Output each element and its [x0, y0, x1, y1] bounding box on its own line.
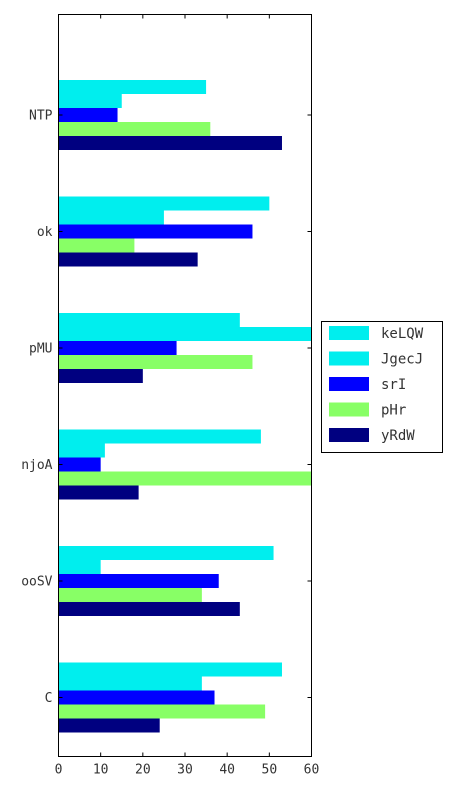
bar-yRdW-C	[58, 718, 160, 733]
bar-pHr-pMU	[58, 355, 253, 369]
y-tick-label: pMU	[29, 342, 52, 357]
bar-srI-ooSV	[58, 574, 219, 588]
bar-pHr-ok	[58, 238, 135, 253]
x-tick-label: 10	[93, 763, 109, 778]
bar-yRdW-NTP	[58, 136, 282, 150]
bar-keLQW-pMU	[58, 313, 240, 327]
y-tick-label: ok	[37, 225, 53, 240]
ticks-layer	[58, 14, 312, 757]
bar-srI-ok	[58, 224, 253, 239]
bar-JgecJ-pMU	[58, 327, 312, 341]
x-tick-label: 30	[177, 763, 193, 778]
legend-label-JgecJ: JgecJ	[381, 352, 423, 368]
x-tick-label: 60	[304, 763, 320, 778]
bar-pHr-C	[58, 704, 266, 719]
bar-srI-pMU	[58, 341, 177, 355]
tick-labels-layer: NTP ok pMU njoA ooSV C 0 10 20 30 40 50 60	[21, 109, 319, 778]
y-tick-label: ooSV	[21, 575, 52, 590]
bar-keLQW-ok	[58, 196, 270, 211]
bar-yRdW-njoA	[58, 485, 139, 500]
bar-JgecJ-C	[58, 676, 202, 691]
legend-label-srI: srI	[381, 377, 406, 393]
x-tick-label: 50	[262, 763, 278, 778]
bar-srI-njoA	[58, 457, 101, 472]
bar-yRdW-ooSV	[58, 602, 240, 616]
y-tick-label: NTP	[29, 109, 53, 124]
bar-keLQW-NTP	[58, 80, 207, 94]
bars-layer	[58, 80, 312, 733]
x-tick-label: 20	[135, 763, 151, 778]
bar-yRdW-ok	[58, 252, 198, 267]
bar-keLQW-ooSV	[58, 546, 274, 560]
bar-keLQW-njoA	[58, 429, 261, 444]
legend-swatch-keLQW	[329, 326, 369, 340]
bar-yRdW-pMU	[58, 369, 143, 383]
y-tick-label: njoA	[21, 458, 52, 473]
bar-JgecJ-njoA	[58, 443, 105, 458]
legend-swatch-JgecJ	[329, 351, 369, 366]
bar-pHr-njoA	[58, 471, 312, 486]
x-tick-label: 40	[219, 763, 235, 778]
x-tick-label: 0	[55, 763, 63, 778]
legend-label-keLQW: keLQW	[381, 326, 424, 342]
bar-pHr-NTP	[58, 122, 211, 136]
legend: keLQW JgecJ srI pHr yRdW	[321, 321, 443, 453]
legend-label-yRdW: yRdW	[381, 428, 415, 444]
legend-label-pHr: pHr	[381, 403, 406, 419]
y-tick-label: C	[45, 691, 53, 706]
bar-JgecJ-ooSV	[58, 560, 101, 574]
legend-swatch-pHr	[329, 402, 369, 417]
bar-srI-NTP	[58, 108, 118, 122]
bar-JgecJ-ok	[58, 210, 164, 225]
bar-pHr-ooSV	[58, 588, 202, 602]
bar-JgecJ-NTP	[58, 94, 122, 108]
bar-keLQW-C	[58, 662, 282, 677]
legend-swatch-srI	[329, 377, 369, 391]
bar-srI-C	[58, 690, 215, 705]
legend-swatch-yRdW	[329, 428, 369, 442]
